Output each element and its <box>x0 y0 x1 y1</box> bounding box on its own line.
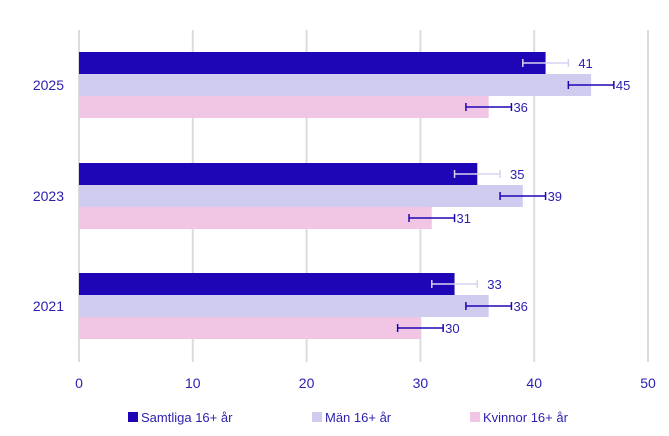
error-bar <box>499 192 547 200</box>
data-label: 36 <box>513 100 527 115</box>
x-tick-label: 10 <box>185 375 201 391</box>
legend-label: Män 16+ år <box>325 410 392 425</box>
data-label: 33 <box>487 277 501 292</box>
x-tick-label: 40 <box>526 375 542 391</box>
legend-item: Kvinnor 16+ år <box>470 410 569 425</box>
error-bar <box>465 103 513 111</box>
bar <box>79 185 523 207</box>
bar <box>79 317 421 339</box>
legend-item: Män 16+ år <box>312 410 392 425</box>
data-label: 30 <box>445 321 459 336</box>
bar <box>79 74 592 96</box>
bar <box>79 163 478 185</box>
x-tick-label: 0 <box>75 375 83 391</box>
bar <box>79 96 489 118</box>
legend-swatch <box>312 412 322 422</box>
error-bar <box>453 170 501 178</box>
data-label: 41 <box>578 56 592 71</box>
x-tick-label: 30 <box>413 375 429 391</box>
legend-swatch <box>470 412 480 422</box>
error-bar <box>408 214 456 222</box>
error-bar <box>465 302 513 310</box>
y-tick-label: 2021 <box>33 298 64 314</box>
data-label: 45 <box>616 78 630 93</box>
bar <box>79 273 455 295</box>
data-label: 35 <box>510 167 524 182</box>
data-label: 31 <box>457 211 471 226</box>
legend-label: Kvinnor 16+ år <box>483 410 569 425</box>
bar <box>79 52 546 74</box>
y-tick-label: 2025 <box>33 77 64 93</box>
data-label: 39 <box>548 189 562 204</box>
bar <box>79 207 432 229</box>
legend-swatch <box>128 412 138 422</box>
data-label: 36 <box>513 299 527 314</box>
legend-item: Samtliga 16+ år <box>128 410 233 425</box>
error-bar <box>396 324 444 332</box>
x-tick-label: 50 <box>640 375 656 391</box>
error-bar <box>567 81 615 89</box>
x-tick-label: 20 <box>299 375 315 391</box>
error-bar <box>431 280 479 288</box>
bar <box>79 295 489 317</box>
legend-label: Samtliga 16+ år <box>141 410 233 425</box>
y-tick-label: 2023 <box>33 188 64 204</box>
error-bar <box>522 59 570 67</box>
